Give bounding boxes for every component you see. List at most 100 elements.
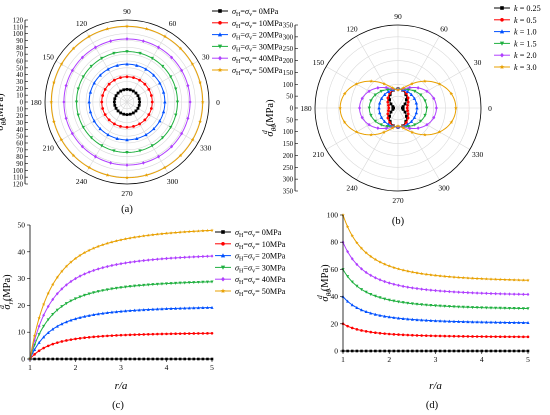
legend-value: = 30MPa (255, 263, 286, 272)
data-point (92, 119, 96, 123)
data-point (377, 101, 382, 105)
data-point (128, 236, 132, 240)
data-point (182, 230, 187, 234)
data-point (196, 229, 201, 233)
data-point (110, 310, 114, 314)
data-point (201, 254, 205, 259)
data-point (55, 275, 60, 279)
data-point (165, 256, 168, 261)
data-point (138, 122, 142, 126)
data-point (489, 277, 493, 281)
data-point (379, 89, 383, 94)
legend-sub: H (239, 268, 244, 274)
data-point (116, 91, 120, 95)
data-point (125, 113, 129, 117)
data-point (364, 290, 368, 294)
data-point (420, 287, 424, 291)
data-point (119, 89, 123, 93)
data-point (452, 290, 456, 294)
data-point (364, 330, 368, 333)
subscript: θθ (269, 124, 278, 132)
panel-label: (d) (426, 400, 439, 411)
data-point (448, 334, 451, 338)
radial-tick-label: 80 (16, 154, 23, 161)
data-point (87, 270, 91, 274)
data-point (374, 331, 377, 334)
legend-sigma: σ (248, 263, 253, 272)
legend-sub: v (252, 280, 255, 286)
data-point (360, 329, 363, 332)
legend-k-value: = 0.5 (518, 16, 537, 25)
data-point (100, 100, 104, 104)
x-tick-label: 2 (387, 355, 391, 364)
data-point (92, 81, 96, 85)
data-point (498, 320, 502, 324)
subscript: θθ (0, 118, 8, 126)
data-point (87, 292, 91, 296)
data-point (125, 87, 129, 91)
data-point (46, 318, 50, 322)
data-point (410, 81, 414, 86)
data-point (178, 255, 182, 260)
data-point (429, 304, 433, 308)
data-point (438, 274, 442, 278)
data-point (386, 100, 390, 104)
data-point (410, 286, 414, 290)
data-point (138, 100, 142, 104)
data-point (73, 256, 78, 260)
data-point (64, 283, 68, 287)
legend-sub: H (236, 36, 241, 42)
data-point (443, 274, 447, 278)
legend-k: k (514, 4, 518, 13)
data-point (424, 318, 428, 322)
legend-value: = 20MPa (255, 252, 286, 261)
data-point (113, 103, 117, 107)
data-point (37, 340, 41, 344)
data-point (412, 96, 417, 100)
legend-k-value: = 3.0 (518, 63, 537, 72)
angle-tick-label: 330 (200, 144, 212, 153)
data-point (165, 332, 168, 336)
data-point (151, 283, 155, 287)
data-point (409, 92, 414, 96)
data-point (142, 308, 146, 312)
data-point (122, 112, 126, 116)
data-point (123, 309, 128, 313)
data-point (71, 153, 76, 158)
data-point (480, 320, 484, 324)
radial-tick-label: 50 (286, 117, 293, 124)
data-point (447, 289, 451, 294)
data-point (60, 340, 64, 343)
data-point (377, 111, 382, 115)
legend-value: = 0MPa (252, 7, 279, 16)
legend-sub: v (252, 268, 255, 274)
data-point (169, 256, 173, 260)
data-point (138, 51, 142, 56)
legend-sub: H (236, 47, 241, 53)
data-point (105, 173, 110, 177)
data-point (124, 261, 127, 265)
data-point (160, 257, 164, 261)
x-axis-label: r/a (115, 380, 128, 392)
series-line (29, 332, 213, 360)
data-point (65, 339, 68, 342)
y-axis-label: σθθd (MPa) (315, 264, 333, 302)
legend-value: = 10MPa (252, 19, 283, 28)
radial-tick-label: 70 (16, 147, 23, 154)
data-point (46, 304, 50, 309)
data-point (346, 275, 350, 279)
data-point (443, 289, 447, 293)
radial-tick-label: 90 (16, 161, 23, 168)
legend-sigma: σ (248, 228, 253, 237)
data-point (42, 313, 46, 317)
radial-tick-label: 60 (16, 59, 23, 66)
data-point (132, 76, 135, 80)
angle-tick-label: 60 (440, 24, 448, 33)
data-point (125, 163, 129, 167)
data-point (433, 273, 438, 277)
data-point (64, 116, 68, 121)
data-point (137, 259, 141, 263)
legend-sub: H (239, 292, 244, 298)
radial-tick-label: 10 (16, 106, 23, 113)
data-point (355, 262, 359, 267)
